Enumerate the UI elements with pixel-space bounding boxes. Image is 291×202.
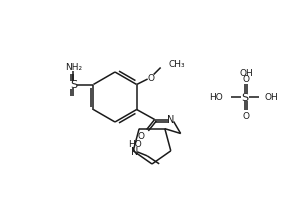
Text: O: O [242,74,249,83]
Text: CH₃: CH₃ [169,60,185,69]
Text: O: O [147,74,154,83]
Text: OH: OH [239,68,253,77]
Text: HO: HO [128,139,141,148]
Text: O: O [137,131,144,140]
Text: OH: OH [265,93,279,102]
Text: N: N [131,146,138,156]
Text: HO: HO [209,93,223,102]
Text: S: S [242,93,249,102]
Text: N: N [167,115,174,125]
Text: NH₂: NH₂ [65,63,82,72]
Text: O: O [242,112,249,121]
Text: S: S [70,80,77,90]
